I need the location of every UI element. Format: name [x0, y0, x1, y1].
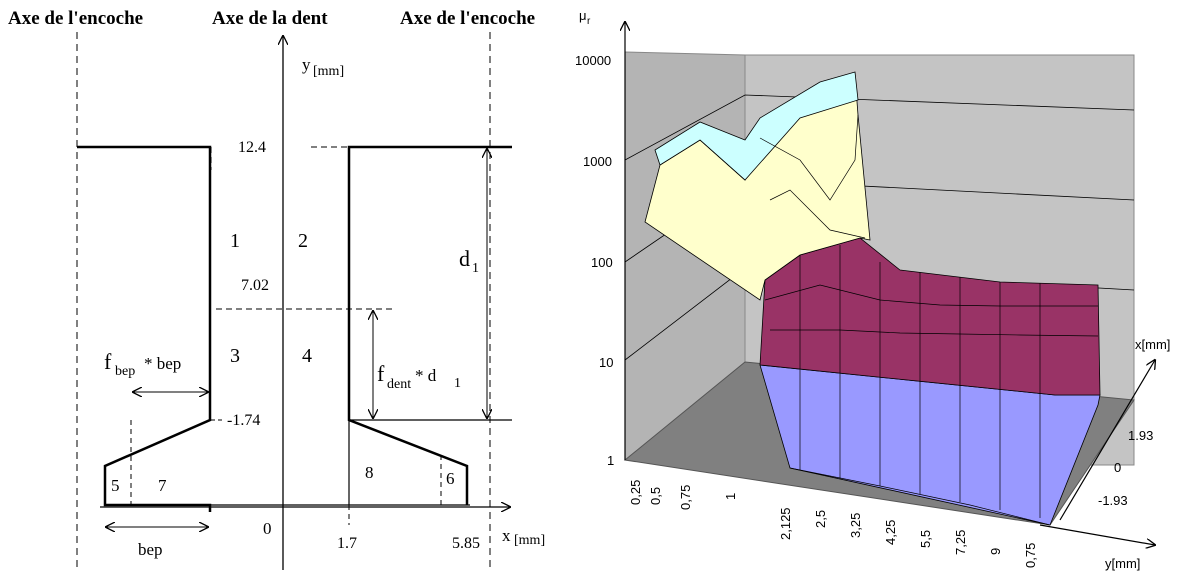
svg-text:1: 1 — [454, 376, 461, 391]
y-tick-neg-1-74: -1.74 — [227, 412, 260, 429]
svg-text:dent: dent — [387, 377, 411, 392]
svg-text:f: f — [377, 361, 385, 386]
y-tick-12-4: 12.4 — [238, 139, 266, 156]
header-slot-axis-left: Axe de l'encoche — [8, 8, 143, 29]
z-tick-10000: 10000 — [575, 53, 611, 68]
x-axis-3d — [1059, 360, 1155, 521]
z-tick-100: 100 — [591, 255, 613, 270]
svg-text:x: x — [502, 526, 511, 545]
svg-text:* d: * d — [415, 366, 437, 385]
y-axis-label-3d: y[mm] — [1105, 556, 1140, 571]
surface-mesh — [699, 114, 1099, 526]
svg-text:* bep: * bep — [144, 354, 181, 373]
x-axis-label-3d: x[mm] — [1135, 337, 1170, 352]
y-tick: 0,5 — [648, 487, 663, 505]
header-slot-axis-right: Axe de l'encoche — [400, 8, 535, 29]
zone-3: 3 — [230, 345, 240, 367]
y-ticks-3d: 0,25 0,5 0,75 1 2,125 2,5 3,25 4,25 5,5 … — [628, 480, 1038, 568]
x-tick-1-93: 1.93 — [1128, 428, 1153, 443]
x-tick-0: 0 — [263, 519, 272, 538]
y-tick: 0,75 — [678, 485, 693, 510]
x-tick-neg-1-93: -1.93 — [1098, 493, 1128, 508]
x-tick-0: 0 — [1114, 460, 1121, 475]
y-tick: 0,75 — [1023, 543, 1038, 568]
svg-text:f: f — [104, 349, 112, 374]
tooth-geometry-diagram: Axe de l'encoche Axe de la dent Axe de l… — [8, 8, 545, 570]
y-tick: 5,5 — [918, 530, 933, 548]
header-tooth-axis: Axe de la dent — [212, 8, 328, 29]
svg-text:[mm]: [mm] — [313, 64, 344, 79]
z-axis-label: μ r — [579, 8, 591, 27]
y-tick: 2,125 — [778, 507, 793, 540]
zone-7: 7 — [158, 476, 167, 495]
svg-text:y: y — [302, 55, 311, 74]
zone-6: 6 — [446, 469, 455, 488]
tooth-outline-left — [77, 145, 212, 512]
x-axis-label: x [mm] — [502, 526, 545, 548]
y-tick: 9 — [988, 548, 1003, 555]
y-tick: 0,25 — [628, 480, 643, 505]
svg-text:d: d — [459, 246, 470, 271]
y-tick: 2,5 — [813, 510, 828, 528]
y-tick: 3,25 — [848, 513, 863, 538]
surface-band-top — [654, 71, 859, 181]
zone-8: 8 — [365, 463, 374, 482]
z-tick-10: 10 — [599, 355, 613, 370]
svg-text:[mm]: [mm] — [514, 533, 545, 548]
y-tick-7-02: 7.02 — [241, 277, 269, 294]
z-tick-1: 1 — [607, 453, 614, 468]
z-tick-1000: 1000 — [583, 154, 612, 169]
x-tick-5-85: 5.85 — [452, 535, 480, 552]
zone-1: 1 — [230, 230, 240, 252]
zone-4: 4 — [302, 345, 312, 367]
fbep-bep-label: f bep * bep — [104, 349, 181, 379]
y-axis-3d — [1039, 524, 1155, 545]
d1-label: d 1 — [459, 246, 479, 276]
fdent-d1-label: f dent * d 1 — [377, 361, 461, 392]
zone-2: 2 — [298, 230, 308, 252]
svg-text:r: r — [587, 16, 591, 27]
svg-text:bep: bep — [115, 364, 135, 379]
bep-label: bep — [138, 540, 163, 559]
y-tick: 7,25 — [953, 530, 968, 555]
x-tick-1-7: 1.7 — [337, 535, 357, 552]
svg-text:1: 1 — [472, 261, 479, 276]
y-tick: 1 — [723, 493, 738, 500]
y-tick: 4,25 — [883, 520, 898, 545]
zone-5: 5 — [111, 476, 120, 495]
y-axis-label: y [mm] — [302, 55, 344, 79]
permeability-surface-chart: μ r 1 10 100 1000 10000 x[mm] 1.93 0 -1.… — [575, 8, 1170, 571]
svg-text:μ: μ — [579, 8, 587, 23]
